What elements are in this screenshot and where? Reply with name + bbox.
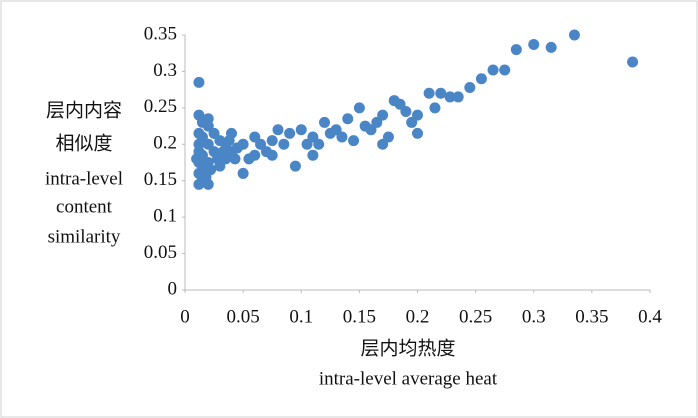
point: [475, 73, 487, 85]
y-tick-label: 0.35: [144, 23, 177, 44]
point: [342, 113, 354, 125]
point: [284, 127, 296, 139]
point: [205, 164, 217, 176]
y-tick-label: 0.3: [153, 60, 177, 81]
y-tick-label: 0.1: [153, 206, 177, 227]
x-tick-label: 0: [180, 306, 190, 327]
point: [510, 44, 522, 56]
y-tick-label: 0: [168, 278, 178, 299]
point: [487, 64, 499, 76]
y-axis-label: similarity: [48, 226, 121, 247]
point: [191, 153, 203, 165]
point: [193, 127, 205, 139]
x-tick-label: 0.05: [227, 306, 260, 327]
point: [223, 135, 235, 147]
y-axis-label: intra-level: [45, 168, 123, 189]
y-tick-label: 0.2: [153, 133, 177, 154]
point: [444, 91, 456, 103]
x-tick-label: 0.15: [343, 306, 376, 327]
y-axis-label: 相似度: [55, 132, 112, 154]
y-tick-label: 0.05: [144, 242, 177, 263]
point: [324, 127, 336, 139]
point: [452, 91, 464, 103]
x-tick-label: 0.1: [289, 306, 313, 327]
point: [237, 167, 249, 179]
point: [377, 138, 389, 150]
x-axis-label: 层内均热度: [360, 337, 455, 359]
point: [336, 131, 348, 143]
point: [412, 127, 423, 139]
point: [193, 138, 205, 150]
point: [429, 102, 441, 114]
point: [249, 131, 261, 143]
point: [319, 116, 330, 128]
y-axis-label: content: [56, 196, 113, 217]
x-tick-label: 0.25: [459, 306, 492, 327]
point: [266, 149, 278, 161]
point: [359, 120, 371, 132]
point: [464, 81, 476, 93]
point: [278, 138, 290, 150]
point: [217, 146, 229, 158]
point: [249, 149, 261, 161]
point: [313, 138, 325, 150]
point: [266, 135, 278, 147]
x-axis-label: intra-level average heat: [319, 368, 498, 389]
point: [193, 109, 205, 121]
y-tick-label: 0.25: [144, 96, 177, 117]
point: [528, 38, 540, 50]
point: [272, 124, 284, 136]
point: [423, 87, 435, 99]
y-axis-label: 层内内容: [46, 99, 122, 121]
x-tick-label: 0.2: [406, 306, 430, 327]
x-tick-label: 0.35: [575, 306, 608, 327]
point: [307, 149, 319, 161]
point: [353, 102, 365, 114]
point: [499, 64, 511, 76]
point: [406, 116, 418, 128]
point: [229, 153, 241, 165]
point: [627, 56, 639, 68]
x-tick-label: 0.4: [638, 306, 662, 327]
x-tick-label: 0.3: [522, 306, 546, 327]
point: [295, 124, 307, 136]
point: [289, 160, 301, 172]
y-tick-label: 0.15: [144, 169, 177, 190]
point: [568, 29, 580, 41]
point: [301, 138, 313, 150]
point: [348, 135, 360, 147]
point: [545, 41, 557, 53]
point: [193, 178, 205, 190]
point: [435, 87, 447, 99]
point: [193, 76, 205, 88]
point: [394, 98, 406, 110]
